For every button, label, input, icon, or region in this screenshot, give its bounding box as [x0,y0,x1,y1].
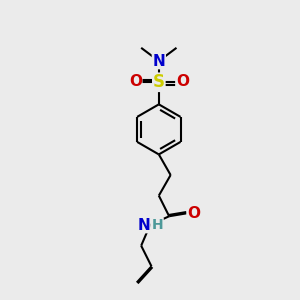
Text: O: O [176,74,189,89]
Text: O: O [129,74,142,89]
Text: S: S [153,73,165,91]
Text: H: H [152,218,163,232]
Text: O: O [187,206,200,221]
Text: N: N [152,54,165,69]
Text: N: N [137,218,150,232]
